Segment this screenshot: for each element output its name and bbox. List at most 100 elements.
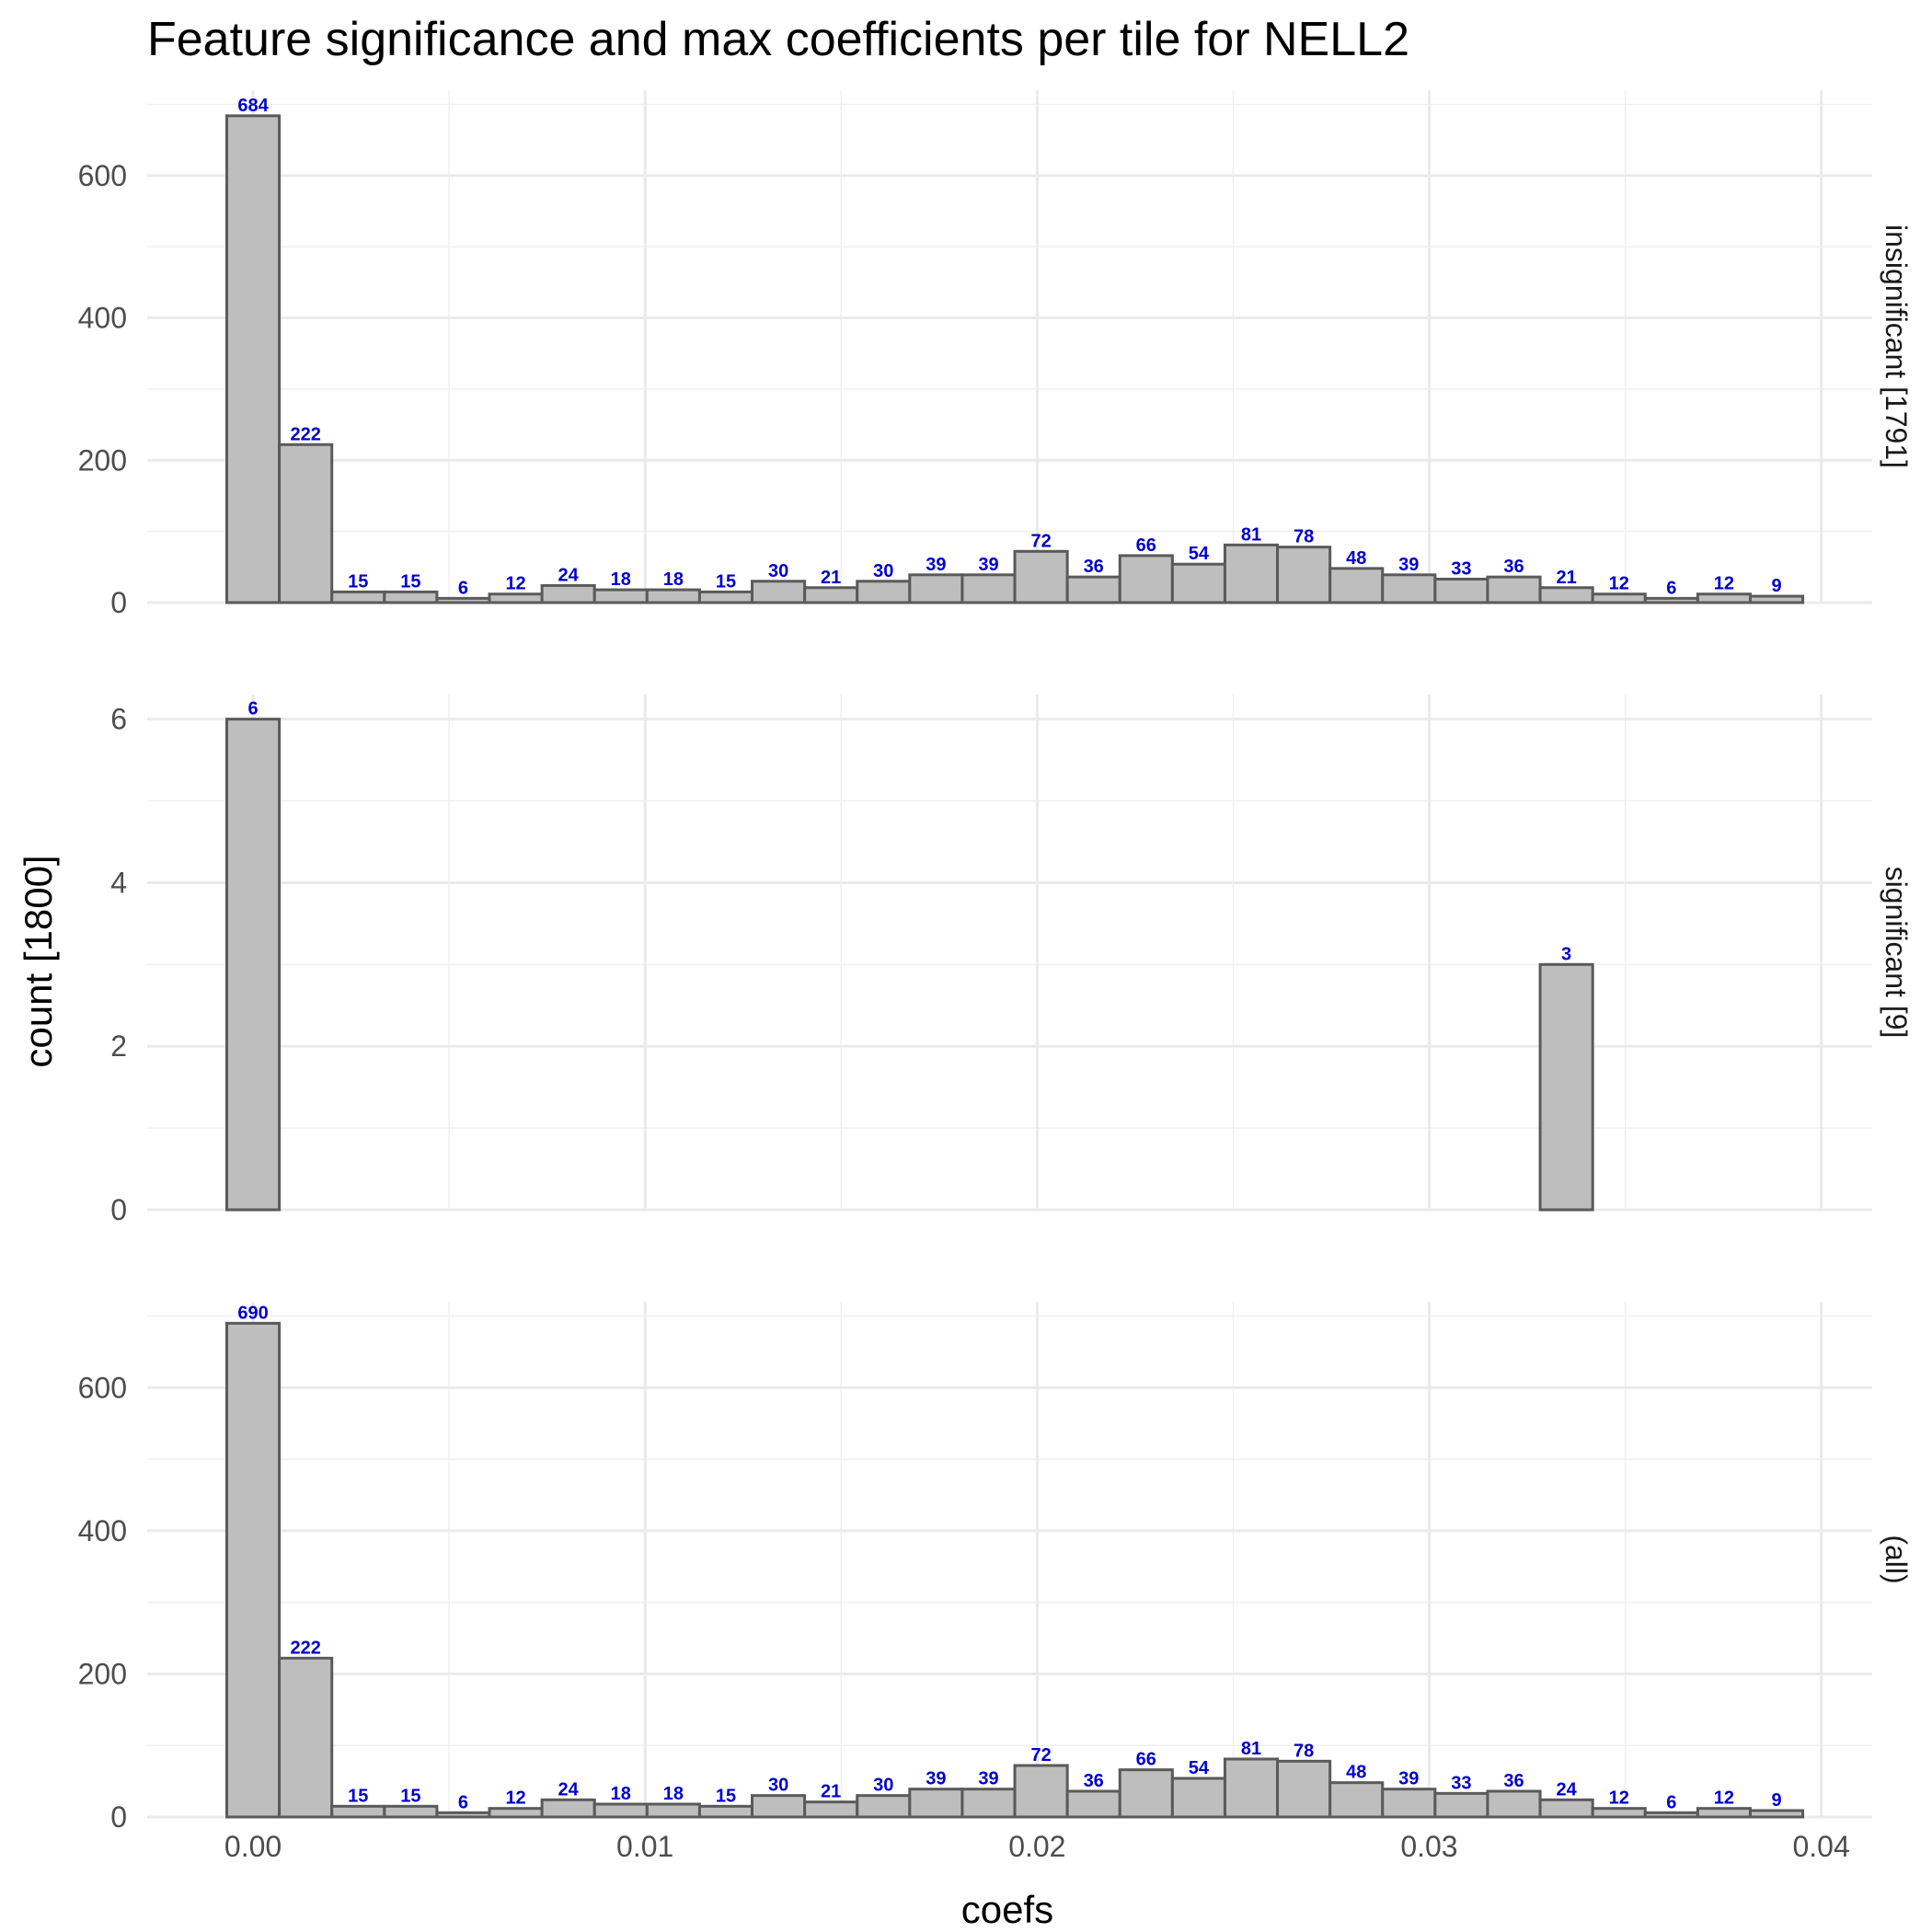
y-tick-label: 4 (110, 866, 127, 899)
bar-count-label: 39 (978, 555, 998, 575)
histogram-bar (278, 1656, 334, 1819)
facet-strip-label: (all) (1880, 1535, 1913, 1583)
histogram-bar (1643, 1811, 1699, 1819)
bar-count-label: 6 (1666, 1792, 1676, 1812)
histogram-bar (1591, 1807, 1647, 1819)
histogram-bar (803, 1800, 859, 1819)
histogram-bar (697, 1804, 754, 1819)
y-tick-label: 0 (110, 586, 127, 619)
bar-count-label: 15 (400, 1786, 420, 1806)
panel-3: 0 200 400 600 690 222 15 15 6 12 24 18 18 15 30 21 30 39 3… (78, 1302, 1913, 1834)
bar-count-label: 12 (1714, 1788, 1734, 1809)
bar-count-label: 21 (821, 568, 841, 588)
bar-count-label: 78 (1294, 1741, 1314, 1761)
histogram-bar (383, 590, 439, 604)
bar-count-label: 12 (1609, 574, 1629, 594)
histogram-bar (1118, 554, 1174, 604)
bar-count-label: 12 (505, 1788, 525, 1809)
histogram-bar (1696, 1807, 1752, 1819)
bar-count-label: 12 (1609, 1788, 1629, 1809)
bar-count-label: 3 (1561, 944, 1571, 964)
bar-count-label: 9 (1771, 576, 1781, 596)
bar-count-label: 15 (400, 571, 420, 592)
histogram-bar (540, 583, 596, 604)
y-tick-label: 600 (78, 1371, 127, 1404)
histogram-bar (225, 114, 282, 604)
bar-count-label: 15 (716, 1786, 736, 1806)
histogram-bar (1748, 594, 1805, 604)
histogram-bar (1065, 575, 1121, 604)
histogram-bar (908, 573, 964, 604)
histogram-bar (488, 1807, 544, 1819)
chart-title: Feature significance and max coefficient… (147, 13, 1409, 66)
histogram-bar (856, 580, 912, 604)
histogram-bar (1013, 1764, 1069, 1819)
histogram-bar (1170, 1777, 1226, 1819)
bar-count-label: 18 (663, 1784, 684, 1804)
histogram-bar (751, 580, 807, 604)
histogram-bar (1643, 596, 1699, 604)
histogram-bar (1433, 577, 1489, 604)
bar-count-label: 66 (1136, 1750, 1156, 1770)
y-tick-label: 0 (110, 1800, 127, 1834)
histogram-bar (330, 590, 386, 604)
bar-count-label: 72 (1030, 1745, 1051, 1765)
bar-count-label: 81 (1241, 524, 1261, 545)
histogram-bar (225, 1321, 282, 1819)
histogram-bar (278, 443, 334, 604)
histogram-bar (1118, 1768, 1174, 1819)
bar-count-label: 30 (873, 561, 893, 581)
bar-count-label: 690 (237, 1303, 268, 1323)
histogram-bar (751, 1794, 807, 1819)
histogram-bar (1276, 546, 1332, 604)
x-tick-label: 0.01 (616, 1830, 673, 1863)
histogram-bar (1381, 573, 1437, 604)
histogram-bar (1486, 575, 1542, 604)
bar-count-label: 33 (1451, 1773, 1471, 1793)
histogram-bar (1381, 1788, 1437, 1819)
bar-count-label: 48 (1346, 548, 1366, 569)
histogram-bar (697, 590, 754, 604)
histogram-bar (1591, 592, 1647, 604)
histogram-bar (330, 1804, 386, 1819)
histogram-bar (488, 592, 544, 604)
bar-count-label: 222 (290, 1638, 320, 1658)
bar-count-label: 54 (1189, 1758, 1210, 1778)
histogram-bar (645, 1802, 701, 1819)
histogram-bar (645, 588, 701, 604)
bar-count-label: 66 (1136, 535, 1156, 556)
y-tick-label: 2 (110, 1029, 127, 1063)
bar-count-label: 39 (926, 1769, 946, 1789)
y-tick-label: 0 (110, 1193, 127, 1226)
y-tick-label: 6 (110, 703, 127, 736)
bar-count-label: 15 (348, 1786, 368, 1806)
histogram-bar (1276, 1759, 1332, 1819)
bar-count-label: 78 (1294, 527, 1314, 547)
histogram-bar (1223, 1757, 1280, 1819)
bar-count-label: 18 (611, 569, 631, 590)
bar-count-label: 6 (247, 699, 258, 719)
histogram-bar (1696, 592, 1752, 604)
bar-count-label: 222 (290, 424, 320, 444)
y-axis-title: count [1800] (17, 855, 60, 1067)
histogram-bar (960, 573, 1017, 604)
bar-count-label: 36 (1503, 1771, 1524, 1791)
histogram-bar (1486, 1789, 1542, 1819)
bar-count-label: 36 (1084, 1771, 1104, 1791)
x-tick-label: 0.04 (1792, 1830, 1849, 1863)
bar-count-label: 30 (873, 1776, 893, 1796)
facet-strip-label: significant [9] (1880, 867, 1913, 1039)
histogram-bar (803, 586, 859, 604)
bar-count-label: 81 (1241, 1739, 1261, 1759)
x-tick-label: 0.03 (1400, 1830, 1457, 1863)
bar-count-label: 30 (768, 561, 788, 581)
bar-count-label: 39 (1398, 555, 1419, 575)
panel-2: 0 2 4 6 6 3 significant [9] (110, 695, 1913, 1226)
bar-count-label: 24 (558, 1779, 580, 1800)
bar-count-label: 24 (1556, 1779, 1577, 1800)
histogram-bar (1538, 586, 1594, 604)
histogram-bar (856, 1794, 912, 1819)
histogram-bar (592, 588, 649, 604)
bar-count-label: 30 (768, 1776, 788, 1796)
